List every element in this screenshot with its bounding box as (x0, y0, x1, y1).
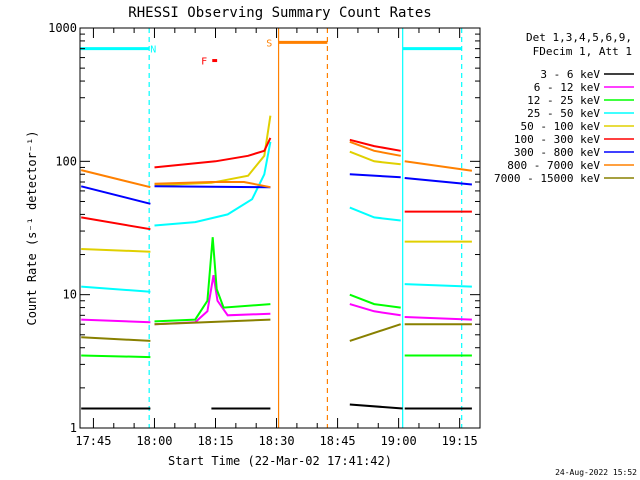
legend-label: 800 - 7000 keV (507, 159, 600, 172)
legend-label: 50 - 100 keV (521, 120, 601, 133)
series-line (349, 173, 401, 179)
series-line (349, 140, 401, 157)
flag-label: F (201, 57, 207, 68)
series-line (349, 303, 401, 317)
series-line (80, 185, 151, 205)
series-line (81, 336, 151, 342)
y-tick-label: 1000 (48, 21, 77, 35)
x-tick-label: 19:15 (442, 434, 478, 448)
flag-label: N (150, 45, 156, 56)
series-line (349, 150, 401, 166)
series-line (81, 248, 151, 253)
legend-header-line-1: Det 1,3,4,5,6,9, (526, 31, 632, 44)
series-line (349, 323, 402, 342)
x-tick-label: 18:15 (197, 434, 233, 448)
x-tick-label: 18:00 (136, 434, 172, 448)
flag-bars: N S F (80, 38, 462, 68)
y-tick-label: 100 (55, 154, 77, 168)
series-line (154, 237, 271, 323)
series-line (349, 138, 401, 152)
legend-label: 100 - 300 keV (514, 133, 600, 146)
plot-frame (79, 27, 481, 429)
series-line (81, 354, 151, 359)
series-line (154, 181, 271, 189)
legend-label: 3 - 6 keV (540, 68, 600, 81)
legend-header: Det 1,3,4,5,6,9, FDecim 1, Att 1 (526, 31, 632, 58)
series-line (81, 216, 151, 231)
series-line (404, 316, 472, 321)
x-tick-label: 18:30 (258, 434, 294, 448)
series-line (154, 141, 272, 227)
series-line (154, 115, 272, 187)
y-axis-label: Count Rate (s⁻¹ detector⁻¹) (25, 130, 39, 325)
y-axis: 1 10 100 1000 (48, 21, 480, 435)
series-line (80, 169, 151, 189)
legend-label: 12 - 25 keV (527, 94, 600, 107)
chart-title: RHESSI Observing Summary Count Rates (128, 5, 431, 21)
series-line (349, 293, 401, 309)
y-tick-label: 10 (63, 288, 77, 302)
series-group (80, 115, 473, 410)
flag-label: S (266, 38, 272, 49)
series-line (349, 403, 403, 410)
series-line (349, 206, 401, 222)
series-line (154, 137, 272, 169)
series-line (404, 177, 472, 186)
x-tick-label: 18:45 (320, 434, 356, 448)
reference-lines (148, 28, 463, 428)
x-tick-label: 19:00 (381, 434, 417, 448)
x-axis: 17:45 18:00 18:15 18:30 18:45 19:00 19:15 (75, 28, 481, 448)
legend-label: 6 - 12 keV (534, 81, 601, 94)
legend-header-line-2: FDecim 1, Att 1 (533, 45, 632, 58)
footer-date: 24-Aug-2022 15:52 (555, 468, 637, 477)
legend-label: 300 - 800 keV (514, 146, 600, 159)
series-line (81, 285, 151, 293)
y-tick-label: 1 (70, 421, 77, 435)
series-line (404, 160, 473, 172)
series-line (154, 185, 271, 189)
legend-label: 25 - 50 keV (527, 107, 600, 120)
series-line (81, 318, 151, 324)
x-axis-label: Start Time (22-Mar-02 17:41:42) (168, 454, 392, 468)
series-line (154, 275, 271, 326)
x-tick-label: 17:45 (75, 434, 111, 448)
legend-label: 7000 - 15000 keV (494, 172, 600, 185)
series-line (404, 283, 472, 288)
series-line (154, 318, 271, 326)
